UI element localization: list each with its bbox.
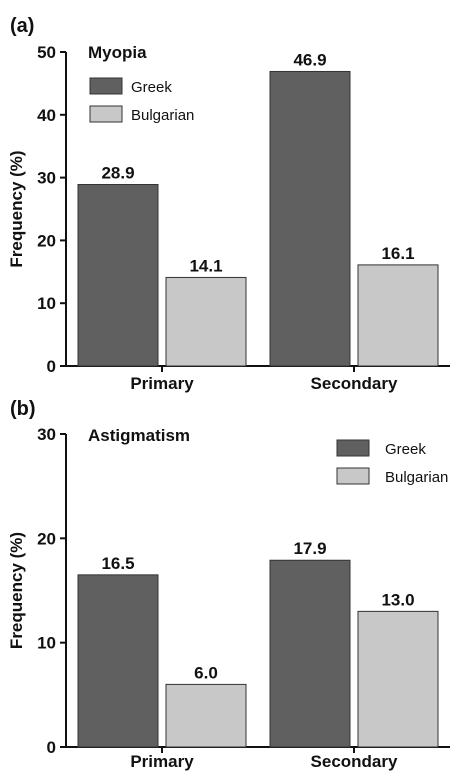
y-tick-label: 20: [37, 529, 56, 548]
chart-panel-0: (a) 0 10 20 30 40 50 Frequency (%) Primary Second…: [7, 15, 450, 393]
x-category-label: Primary: [130, 374, 194, 393]
bar-greek-primary: [77, 574, 159, 748]
y-tick-label: 0: [47, 357, 56, 376]
legend-swatch: [89, 105, 123, 123]
bar-bulgarian-primary: [165, 683, 247, 748]
legend-swatch: [336, 439, 370, 457]
data-label: 6.0: [194, 663, 218, 682]
panel-label: (b): [10, 398, 36, 420]
y-tick-label: 10: [37, 294, 56, 313]
x-category-label: Secondary: [311, 374, 398, 393]
data-label: 14.1: [189, 256, 222, 275]
x-category-label: Primary: [130, 752, 194, 771]
x-category-label: Secondary: [311, 752, 398, 771]
legend-label: Greek: [131, 79, 172, 96]
data-label: 13.0: [381, 590, 414, 609]
y-axis-label: Frequency (%): [7, 150, 26, 267]
data-label: 46.9: [293, 50, 326, 69]
legend-swatch: [336, 467, 370, 485]
legend-label: Bulgarian: [131, 107, 194, 124]
chart-title: Astigmatism: [88, 426, 190, 445]
bar-greek-secondary: [269, 559, 351, 748]
bar-greek-primary: [77, 184, 159, 367]
data-label: 16.5: [101, 554, 134, 573]
y-tick-label: 20: [37, 231, 56, 250]
data-label: 16.1: [381, 244, 414, 263]
data-label: 28.9: [101, 164, 134, 183]
data-label: 17.9: [293, 539, 326, 558]
chart-title: Myopia: [88, 43, 147, 62]
bar-bulgarian-primary: [165, 276, 247, 367]
y-tick-label: 0: [47, 738, 56, 757]
y-axis-label: Frequency (%): [7, 532, 26, 649]
y-tick-label: 50: [37, 43, 56, 62]
chart-panel-1: (b) 0 10 20 30 Frequency (%) Primary Secondary 1…: [7, 398, 450, 771]
panel-label: (a): [10, 15, 34, 37]
y-tick-label: 30: [37, 425, 56, 444]
y-tick-label: 40: [37, 106, 56, 125]
bar-bulgarian-secondary: [357, 610, 439, 748]
y-tick-label: 10: [37, 634, 56, 653]
bar-bulgarian-secondary: [357, 264, 439, 367]
y-tick-label: 30: [37, 169, 56, 188]
bar-greek-secondary: [269, 70, 351, 367]
legend-label: Bulgarian: [385, 469, 448, 486]
legend-swatch: [89, 77, 123, 95]
legend-label: Greek: [385, 441, 426, 458]
